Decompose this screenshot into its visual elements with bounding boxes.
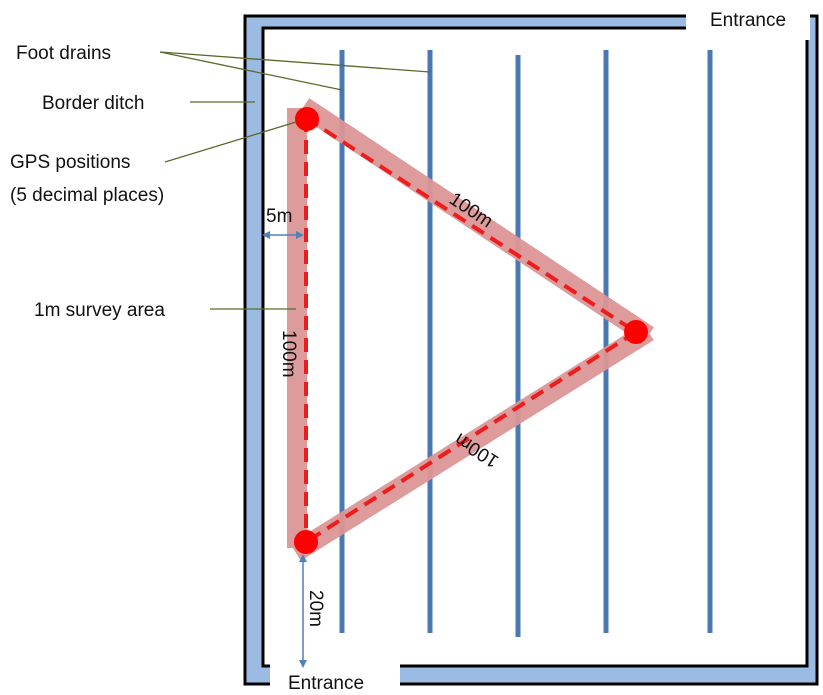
foot-drains: [339, 50, 713, 637]
gps-point-top: [295, 107, 319, 131]
leader-lines: [159, 51, 431, 310]
entrance-top-label: Entrance: [710, 10, 786, 31]
transect-lines: [304, 116, 638, 544]
entrance-gap-top: [686, 6, 810, 40]
entrance-gap-bottom: [270, 655, 400, 695]
gps-point-right: [624, 320, 648, 344]
side-left-label: 100m: [278, 330, 299, 378]
gps-positions-label: GPS positions: [10, 152, 130, 173]
border-ditch-label: Border ditch: [42, 93, 144, 114]
entrance-bottom-label: Entrance: [288, 673, 364, 694]
five-m-label: 5m: [266, 206, 292, 227]
foot-drains-label: Foot drains: [16, 43, 111, 64]
survey-area-band: [287, 98, 654, 561]
survey-area-label: 1m survey area: [34, 300, 165, 321]
twenty-m-label: 20m: [305, 590, 326, 627]
gps-point-bottom: [294, 530, 318, 554]
gps-decimal-label: (5 decimal places): [10, 185, 164, 206]
